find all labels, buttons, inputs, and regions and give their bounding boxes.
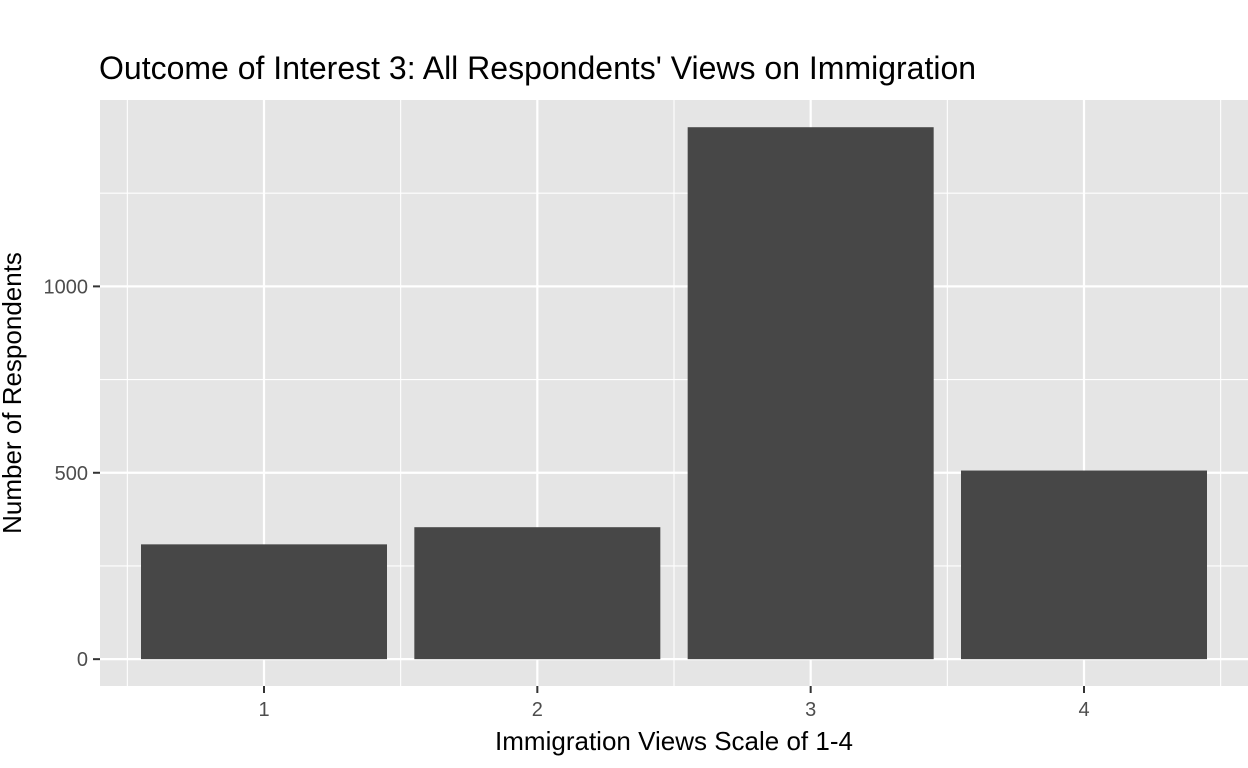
x-tick-label: 4 — [1078, 699, 1089, 721]
y-axis: 0 500 1000 — [44, 276, 100, 671]
chart-title: Outcome of Interest 3: All Respondents' … — [99, 50, 976, 86]
x-axis-title: Immigration Views Scale of 1-4 — [495, 726, 853, 756]
y-tick-label: 1000 — [44, 276, 89, 298]
bar-1 — [141, 544, 387, 660]
x-axis: 1 2 3 4 — [258, 686, 1090, 721]
y-tick-label: 500 — [55, 463, 88, 485]
x-tick-label: 3 — [805, 699, 816, 721]
y-axis-title: Number of Respondents — [0, 252, 27, 534]
bar-4 — [961, 470, 1207, 660]
y-tick-label: 0 — [77, 649, 88, 671]
bar-2 — [414, 527, 661, 660]
x-tick-label: 2 — [532, 699, 543, 721]
x-tick-label: 1 — [258, 699, 269, 721]
bar-3 — [687, 127, 934, 660]
bars — [141, 127, 1207, 660]
